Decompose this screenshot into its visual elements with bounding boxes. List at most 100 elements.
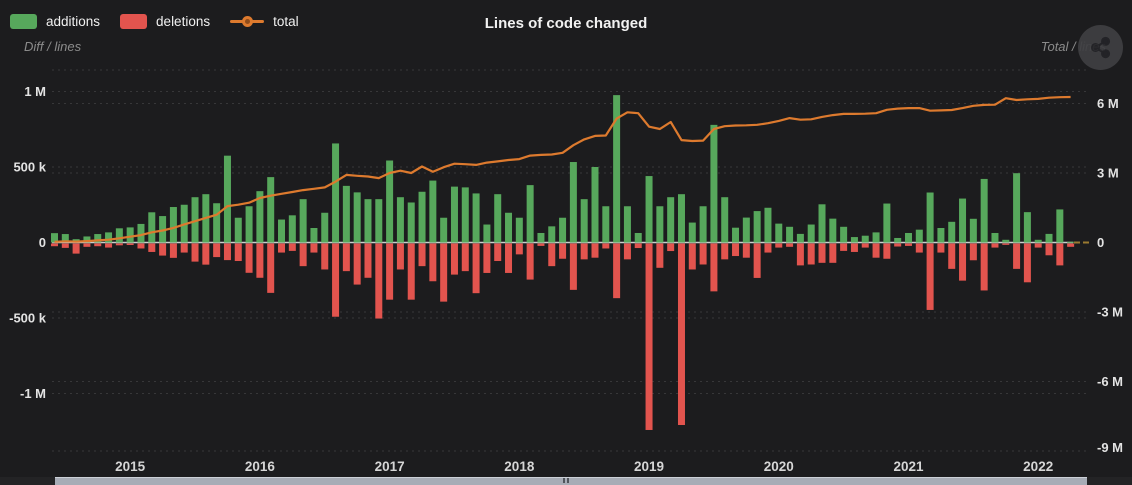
bar-deletions — [1002, 243, 1010, 245]
share-icon — [1090, 36, 1111, 59]
bar-additions — [926, 192, 934, 243]
bar-deletions — [429, 243, 437, 282]
bar-additions — [764, 207, 772, 243]
bar-additions — [126, 227, 134, 243]
bar-deletions — [396, 243, 404, 270]
bar-deletions — [710, 243, 718, 292]
bar-additions — [807, 224, 815, 243]
bar-additions — [115, 228, 123, 243]
chart-scrollbar-track[interactable] — [0, 477, 1132, 485]
bar-deletions — [699, 243, 707, 265]
bar-deletions — [126, 243, 134, 246]
bar-deletions — [1013, 243, 1021, 269]
bar-additions — [505, 212, 513, 243]
bar-additions — [623, 206, 631, 243]
x-axis-year-tick: 2015 — [115, 459, 146, 474]
bar-additions — [51, 233, 58, 243]
bar-additions — [969, 218, 977, 243]
scrollbar-grip-icon[interactable] — [563, 478, 571, 483]
bar-deletions — [742, 243, 750, 258]
bar-deletions — [223, 243, 231, 261]
legend-item-additions[interactable]: additions — [10, 14, 100, 29]
bar-deletions — [753, 243, 761, 278]
bar-additions — [915, 229, 923, 243]
bar-additions — [440, 217, 448, 243]
bar-deletions — [115, 243, 123, 246]
bar-deletions — [948, 243, 956, 269]
left-axis-tick: 0 — [39, 235, 46, 250]
bar-additions — [450, 186, 458, 243]
legend-label: deletions — [156, 14, 211, 29]
bar-deletions — [332, 243, 340, 317]
bar-additions — [105, 232, 113, 243]
bar-additions — [483, 224, 491, 243]
chart-scrollbar-thumb[interactable] — [55, 477, 1087, 485]
x-axis-year-tick: 2020 — [764, 459, 794, 474]
share-button[interactable] — [1078, 25, 1123, 70]
left-axis-tick: -500 k — [9, 311, 47, 326]
x-axis-year-tick: 2016 — [245, 459, 276, 474]
bar-deletions — [840, 243, 848, 251]
bar-deletions — [926, 243, 934, 310]
bar-deletions — [980, 243, 988, 291]
bar-deletions — [1045, 243, 1053, 256]
bar-additions — [1034, 239, 1042, 243]
bar-deletions — [991, 243, 999, 248]
bar-deletions — [61, 243, 69, 248]
legend-label: total — [273, 14, 299, 29]
bar-deletions — [591, 243, 599, 258]
plot-area[interactable] — [52, 70, 1090, 455]
bar-additions — [937, 228, 945, 243]
bar-deletions — [234, 243, 242, 262]
x-axis-year-tick: 2022 — [1023, 459, 1053, 474]
bar-deletions — [505, 243, 513, 273]
bar-additions — [375, 199, 383, 243]
bar-additions — [645, 176, 653, 243]
bar-additions — [548, 226, 556, 243]
bar-additions — [418, 191, 426, 243]
right-axis-tick: -3 M — [1097, 305, 1123, 320]
bar-additions — [1056, 209, 1064, 243]
bar-deletions — [256, 243, 264, 278]
bar-deletions — [483, 243, 491, 273]
bar-deletions — [375, 243, 383, 319]
bar-additions — [569, 162, 577, 243]
bar-deletions — [915, 243, 923, 253]
bar-additions — [818, 204, 826, 243]
bar-additions — [688, 222, 696, 243]
bar-additions — [494, 194, 502, 243]
bar-additions — [169, 207, 177, 243]
bar-deletions — [829, 243, 837, 263]
bar-additions — [353, 192, 361, 243]
legend-item-total[interactable]: total — [230, 14, 299, 29]
left-axis-tick: 500 k — [13, 160, 46, 175]
bar-additions — [959, 198, 967, 243]
bar-deletions — [310, 243, 318, 253]
bar-additions — [634, 232, 642, 243]
bar-deletions — [623, 243, 631, 260]
bar-deletions — [418, 243, 426, 267]
legend-item-deletions[interactable]: deletions — [120, 14, 210, 29]
bar-additions — [364, 199, 372, 243]
bar-deletions — [364, 243, 372, 278]
bar-additions — [667, 197, 675, 243]
bar-additions — [321, 212, 329, 243]
bar-deletions — [732, 243, 740, 257]
bar-deletions — [1067, 243, 1075, 247]
bar-deletions — [299, 243, 307, 267]
bar-additions — [613, 95, 621, 243]
bar-deletions — [342, 243, 350, 272]
bar-additions — [753, 211, 761, 243]
bar-deletions — [894, 243, 902, 247]
bar-deletions — [721, 243, 729, 260]
bar-deletions — [1023, 243, 1031, 283]
bar-additions — [407, 202, 415, 243]
bar-additions — [850, 237, 858, 243]
right-axis-tick: -6 M — [1097, 374, 1123, 389]
bar-additions — [656, 206, 664, 243]
bar-additions — [288, 215, 296, 243]
bar-deletions — [645, 243, 653, 430]
bar-additions — [1002, 239, 1010, 243]
bar-additions — [1023, 212, 1031, 243]
